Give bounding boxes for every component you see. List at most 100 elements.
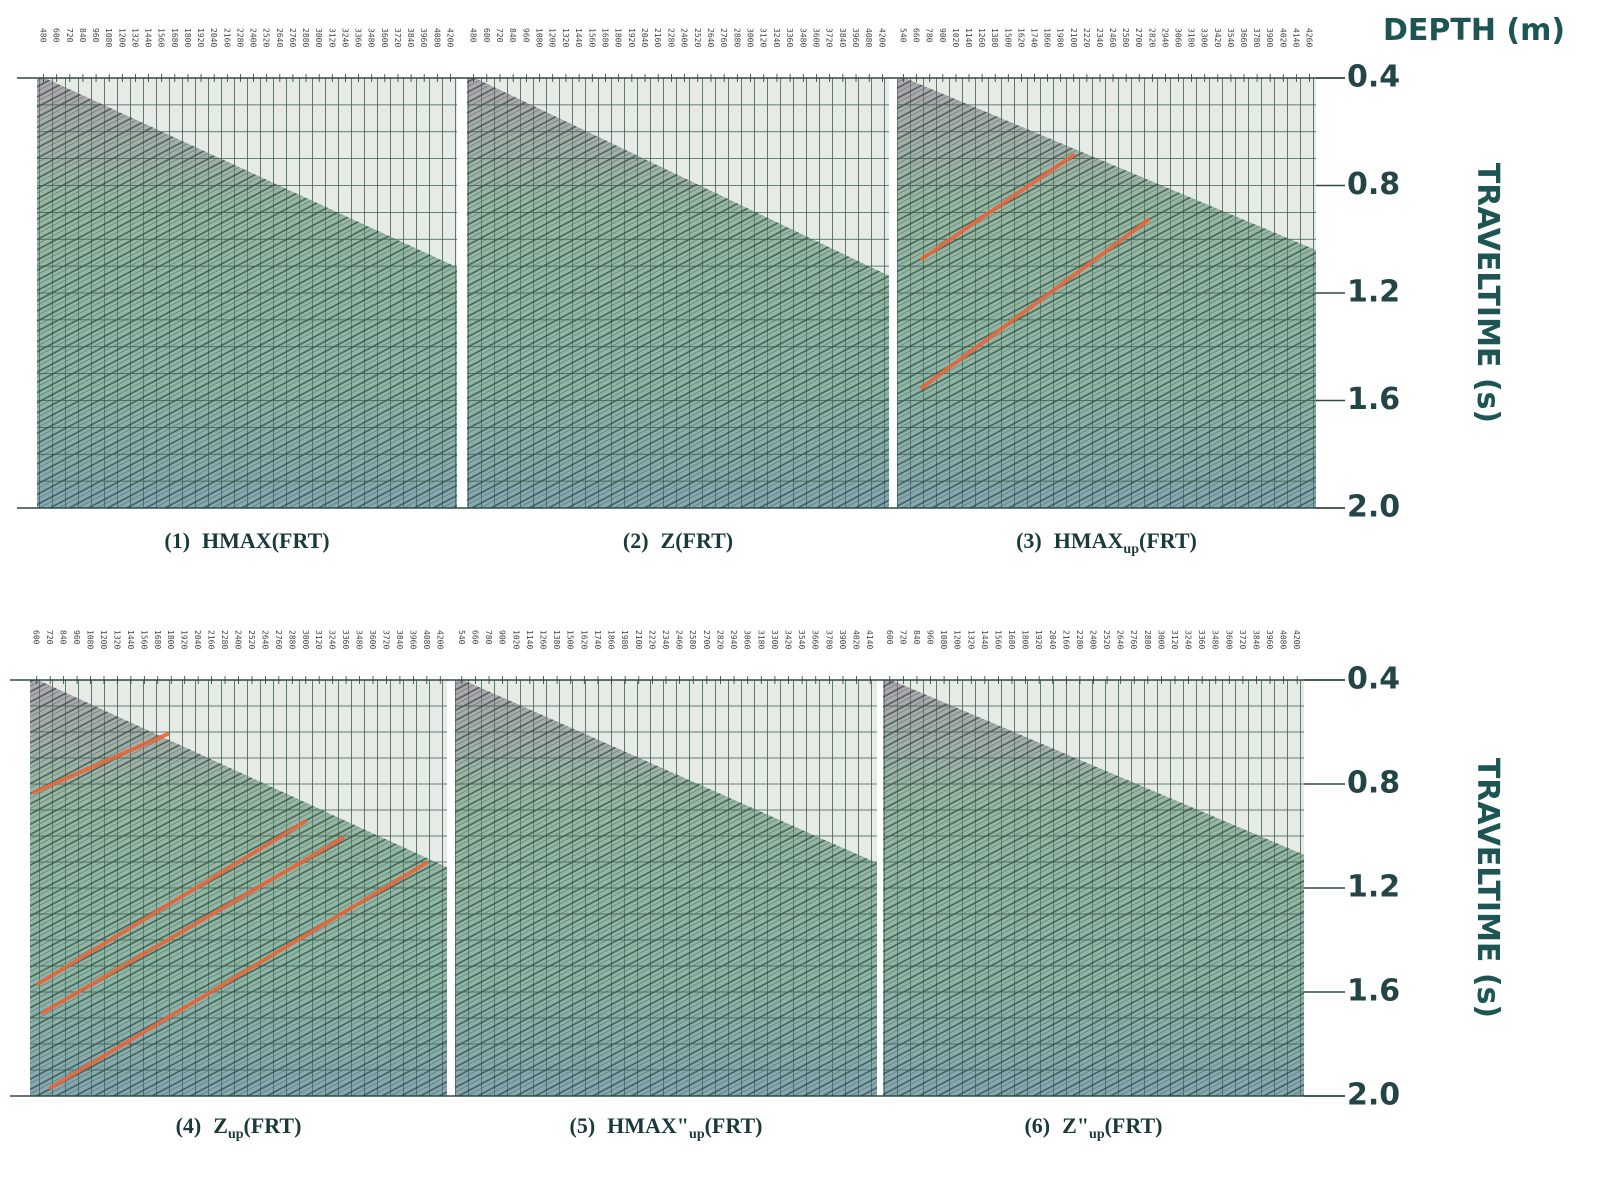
depth-label: 2820 <box>715 630 724 649</box>
caption-number: (5) <box>570 1113 596 1138</box>
depth-label: 3120 <box>314 630 323 649</box>
caption-sub: up <box>1089 1127 1105 1142</box>
depth-label: 3720 <box>1238 630 1247 649</box>
depth-label: 3000 <box>1156 630 1165 649</box>
depth-label: 1680 <box>153 630 162 649</box>
depth-label: 840 <box>59 630 68 645</box>
depth-label: 540 <box>899 28 908 43</box>
depth-label: 1080 <box>104 28 113 47</box>
depth-label: 3840 <box>838 28 847 47</box>
panel-caption: (2) Z(FRT) <box>623 528 733 553</box>
depth-label: 1980 <box>620 630 629 649</box>
time-label: 1.2 <box>1347 275 1400 310</box>
caption-number: (1) <box>164 528 190 553</box>
depth-label: 1680 <box>170 28 179 47</box>
caption-suffix: (FRT) <box>272 528 330 553</box>
depth-label: 1200 <box>99 630 108 649</box>
caption-sub: up <box>228 1127 244 1142</box>
picked-event <box>40 836 345 1015</box>
depth-label: 3240 <box>328 630 337 649</box>
depth-label: 3120 <box>327 28 336 47</box>
depth-label: 2280 <box>235 28 244 47</box>
depth-label: 3960 <box>408 630 417 649</box>
depth-label: 4200 <box>877 28 886 47</box>
depth-label: 720 <box>495 28 504 43</box>
depth-label: 4020 <box>852 630 861 649</box>
depth-label: 1380 <box>552 630 561 649</box>
depth-label: 3180 <box>1187 28 1196 47</box>
caption-suffix: (FRT) <box>1139 528 1197 553</box>
caption-name: Z <box>661 528 676 553</box>
depth-label: 2880 <box>287 630 296 649</box>
depth-label: 2160 <box>653 28 662 47</box>
depth-label: 2460 <box>675 630 684 649</box>
depth-label: 900 <box>498 630 507 645</box>
picked-event <box>920 217 1151 390</box>
depth-label: 2760 <box>719 28 728 47</box>
depth-label: 1080 <box>535 28 544 47</box>
caption-suffix: (FRT) <box>675 528 733 553</box>
depth-label: 3360 <box>341 630 350 649</box>
depth-label: 1860 <box>607 630 616 649</box>
depth-label: 3120 <box>759 28 768 47</box>
depth-label: 3660 <box>1239 28 1248 47</box>
caption-name: HMAX" <box>607 1113 689 1138</box>
depth-label: 720 <box>45 630 54 645</box>
depth-label: 960 <box>926 630 935 645</box>
depth-label: 4080 <box>422 630 431 649</box>
depth-label: 2760 <box>274 630 283 649</box>
depth-label: 1560 <box>993 630 1002 649</box>
panel-caption: (6) Z"up(FRT) <box>1024 1113 1162 1142</box>
depth-label: 480 <box>469 28 478 43</box>
depth-label: 3720 <box>825 28 834 47</box>
depth-label: 3240 <box>1184 630 1193 649</box>
depth-label: 4140 <box>865 630 874 649</box>
depth-label: 2400 <box>1089 630 1098 649</box>
depth-label: 3720 <box>393 28 402 47</box>
depth-label: 3480 <box>355 630 364 649</box>
depth-label: 2580 <box>1121 28 1130 47</box>
depth-label: 600 <box>52 28 61 43</box>
depth-label: 2520 <box>262 28 271 47</box>
depth-label: 3960 <box>851 28 860 47</box>
depth-label: 2340 <box>661 630 670 649</box>
depth-label: 2400 <box>680 28 689 47</box>
depth-label: 2160 <box>1061 630 1070 649</box>
depth-label: 2340 <box>1095 28 1104 47</box>
depth-label: 3900 <box>838 630 847 649</box>
depth-label: 2880 <box>301 28 310 47</box>
depth-label: 1980 <box>1056 28 1065 47</box>
depth-label: 840 <box>912 630 921 645</box>
depth-label: 2880 <box>732 28 741 47</box>
depth-label: 3000 <box>314 28 323 47</box>
depth-label: 720 <box>65 28 74 43</box>
depth-label: 2280 <box>666 28 675 47</box>
depth-label: 780 <box>925 28 934 43</box>
caption-name: HMAX <box>202 528 272 553</box>
depth-label: 1200 <box>953 630 962 649</box>
depth-label: 1560 <box>587 28 596 47</box>
depth-label: 3840 <box>406 28 415 47</box>
time-label: 0.8 <box>1347 766 1400 801</box>
depth-label: 960 <box>521 28 530 43</box>
depth-label: 2640 <box>1116 630 1125 649</box>
depth-label: 1320 <box>130 28 139 47</box>
depth-label: 840 <box>508 28 517 43</box>
depth-label: 960 <box>72 630 81 645</box>
depth-label: 3600 <box>811 28 820 47</box>
time-label: 0.4 <box>1347 662 1400 697</box>
time-label: 2.0 <box>1347 490 1400 525</box>
depth-label: 3900 <box>1265 28 1274 47</box>
time-title: TRAVELTIME (s) <box>1470 163 1505 423</box>
depth-label: 2520 <box>693 28 702 47</box>
panel-caption: (5) HMAX"up(FRT) <box>570 1113 763 1142</box>
caption-number: (6) <box>1024 1113 1050 1138</box>
depth-label: 1920 <box>627 28 636 47</box>
depth-label: 3240 <box>340 28 349 47</box>
depth-label: 1380 <box>990 28 999 47</box>
depth-label: 3780 <box>824 630 833 649</box>
depth-label: 1260 <box>977 28 986 47</box>
depth-label: 2940 <box>1160 28 1169 47</box>
depth-label: 2700 <box>1134 28 1143 47</box>
depth-label: 2760 <box>288 28 297 47</box>
